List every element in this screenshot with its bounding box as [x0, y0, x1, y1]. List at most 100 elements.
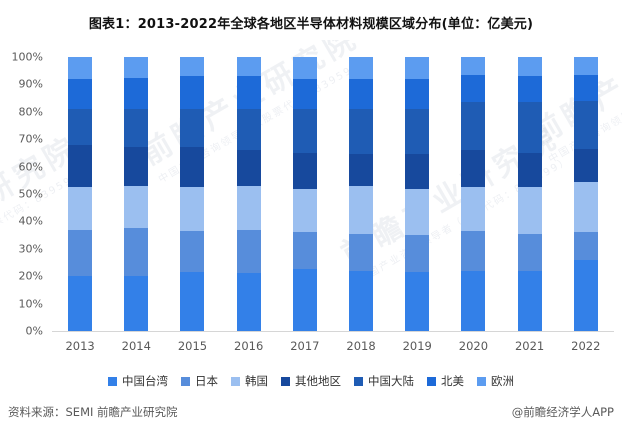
y-axis: 100% 90% 80% 70% 60% 50% 40% 30% 20% 10% 0%: [8, 51, 52, 338]
plot-area: [52, 57, 614, 332]
legend-item-japan[interactable]: 日本: [181, 373, 218, 389]
x-tick-label: 2021: [514, 339, 545, 353]
bar-segment-taiwan-2014: [124, 276, 149, 331]
footer: 资料来源：SEMI 前瞻产业研究院 @前瞻经济学人APP: [8, 404, 614, 420]
bar-2019: [405, 57, 430, 331]
bar-segment-north-america-2018: [349, 78, 374, 110]
legend-swatch-other-regions: [281, 376, 290, 386]
bar-segment-europe-2017: [292, 57, 317, 79]
bar-segment-japan-2017: [292, 232, 317, 270]
bar-segment-other-regions-2013: [68, 144, 93, 188]
bar-segment-europe-2015: [180, 57, 205, 77]
bar-segment-other-regions-2016: [236, 150, 261, 186]
bar-segment-taiwan-2022: [573, 259, 598, 331]
chart-title: 图表1：2013-2022年全球各地区半导体材料规模区域分布(单位：亿美元): [88, 17, 534, 32]
x-tick-label: 2016: [234, 339, 264, 353]
bar-segment-china-mainland-2014: [124, 109, 149, 148]
bar-segment-japan-2021: [517, 233, 542, 271]
bar-segment-korea-2014: [124, 185, 149, 229]
bar-segment-north-america-2013: [68, 78, 93, 110]
x-tick-label: 2017: [290, 339, 320, 353]
bar-segment-north-america-2019: [405, 78, 430, 110]
bar-2021: [517, 57, 542, 331]
y-tick-label: 100%: [11, 50, 43, 64]
bar-segment-japan-2022: [573, 232, 598, 260]
bar-segment-china-mainland-2018: [349, 109, 374, 155]
bar-segment-europe-2014: [124, 57, 149, 78]
bar-segment-japan-2020: [461, 231, 486, 271]
legend-label-japan: 日本: [195, 374, 218, 388]
bar-segment-korea-2016: [236, 185, 261, 230]
y-tick-label: 70%: [18, 132, 43, 146]
bar-segment-china-mainland-2022: [573, 100, 598, 149]
bar-segment-korea-2019: [405, 188, 430, 236]
bar-segment-europe-2016: [236, 57, 261, 77]
bar-segment-europe-2013: [68, 57, 93, 79]
legend-item-europe[interactable]: 欧洲: [477, 373, 514, 389]
bar-segment-other-regions-2022: [573, 148, 598, 182]
legend-item-north-america[interactable]: 北美: [427, 373, 464, 389]
y-tick-label: 90%: [18, 77, 43, 91]
x-axis: 2013 2014 2015 2016 2017 2018 2019 2020 2021 2022: [52, 339, 614, 353]
legend-label-europe: 欧洲: [491, 374, 514, 388]
bar-segment-china-mainland-2019: [405, 109, 430, 155]
bar-segment-korea-2013: [68, 187, 93, 230]
bar-segment-korea-2022: [573, 181, 598, 233]
bar-segment-north-america-2017: [292, 78, 317, 110]
legend-swatch-north-america: [427, 376, 436, 386]
bar-2013: [68, 57, 93, 331]
bar-segment-europe-2021: [517, 57, 542, 77]
bar-segment-korea-2021: [517, 187, 542, 234]
y-tick-label: 60%: [18, 160, 43, 174]
bar-segment-north-america-2021: [517, 76, 542, 103]
x-tick-label: 2020: [458, 339, 489, 353]
bar-segment-europe-2022: [573, 57, 598, 75]
legend-label-korea: 韩国: [245, 374, 268, 388]
bar-segment-north-america-2014: [124, 77, 149, 110]
bar-segment-other-regions-2017: [292, 152, 317, 189]
bar-segment-north-america-2015: [180, 76, 205, 110]
bar-segment-north-america-2022: [573, 74, 598, 101]
chart-area: 100% 90% 80% 70% 60% 50% 40% 30% 20% 10% 0% 2013 20…: [8, 51, 614, 353]
legend-label-china-mainland: 中国大陆: [368, 374, 414, 388]
x-tick-label: 2022: [571, 339, 601, 353]
bar-2018: [349, 57, 374, 331]
bar-segment-other-regions-2014: [124, 147, 149, 186]
bar-segment-korea-2018: [349, 185, 374, 234]
y-tick-label: 20%: [18, 269, 43, 283]
y-tick-label: 30%: [18, 242, 43, 256]
legend-item-china-mainland[interactable]: 中国大陆: [354, 373, 414, 389]
bar-segment-other-regions-2019: [405, 154, 430, 189]
legend-item-taiwan[interactable]: 中国台湾: [108, 373, 168, 389]
legend-swatch-china-mainland: [354, 376, 363, 386]
bar-segment-taiwan-2017: [292, 269, 317, 331]
bar-2016: [236, 57, 261, 331]
y-tick-label: 50%: [18, 187, 43, 201]
bar-segment-china-mainland-2016: [236, 109, 261, 151]
bar-segment-north-america-2020: [461, 74, 486, 103]
bar-2014: [124, 57, 149, 331]
y-tick-label: 80%: [18, 105, 43, 119]
bar-segment-taiwan-2021: [517, 270, 542, 331]
bar-segment-other-regions-2021: [517, 152, 542, 188]
bar-segment-europe-2020: [461, 57, 486, 75]
bar-segment-japan-2016: [236, 229, 261, 274]
bar-segment-japan-2018: [349, 233, 374, 271]
legend-label-north-america: 北美: [441, 374, 464, 388]
bar-segment-other-regions-2018: [349, 154, 374, 186]
bar-2015: [180, 57, 205, 331]
bar-2020: [461, 57, 486, 331]
legend-item-korea[interactable]: 韩国: [231, 373, 268, 389]
bar-segment-europe-2018: [349, 57, 374, 79]
legend: 中国台湾 日本 韩国 其他地区 中国大陆 北美 欧洲: [0, 373, 622, 389]
legend-swatch-europe: [477, 376, 486, 386]
bar-segment-taiwan-2013: [68, 276, 93, 331]
credit-note: @前瞻经济学人APP: [511, 405, 614, 419]
bar-segment-taiwan-2015: [180, 272, 205, 331]
legend-item-other-regions[interactable]: 其他地区: [281, 373, 341, 389]
bar-segment-korea-2015: [180, 187, 205, 231]
source-note: 资料来源：SEMI 前瞻产业研究院: [8, 405, 178, 419]
bar-segment-japan-2013: [68, 229, 93, 277]
bar-segment-china-mainland-2015: [180, 109, 205, 148]
